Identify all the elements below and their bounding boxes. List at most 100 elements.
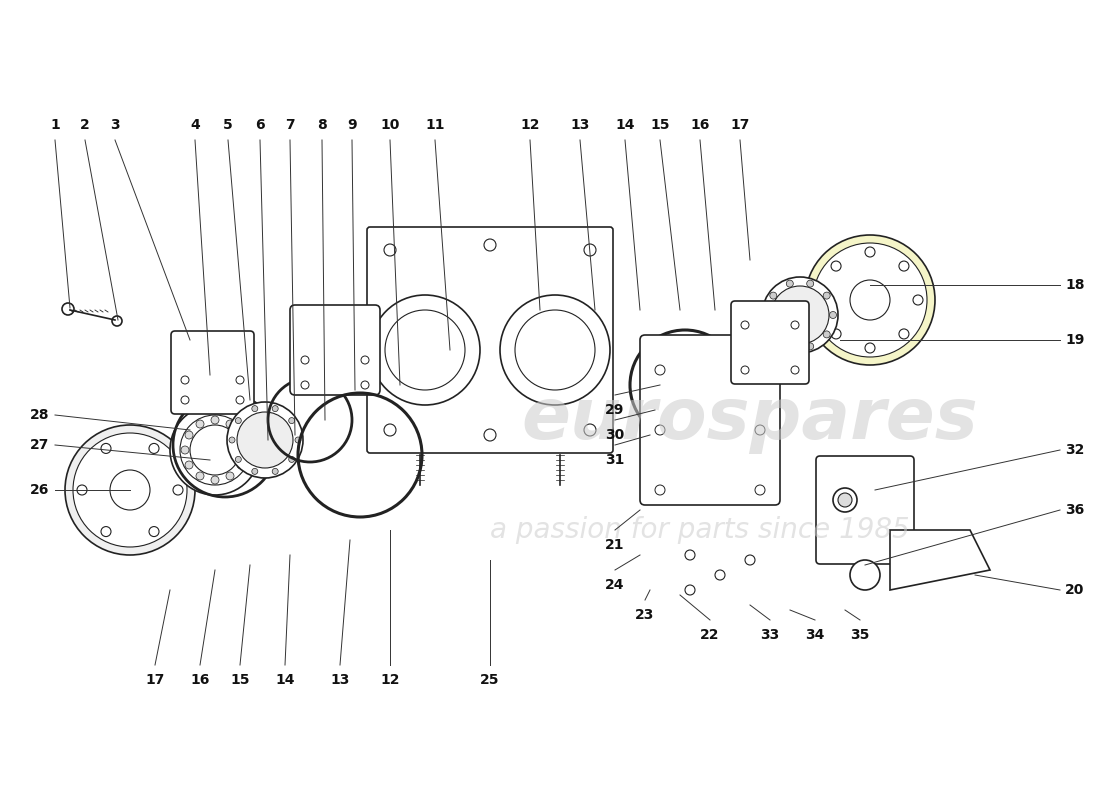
- Circle shape: [252, 468, 257, 474]
- Text: 27: 27: [31, 438, 50, 452]
- Text: 15: 15: [650, 118, 670, 132]
- Text: 3: 3: [110, 118, 120, 132]
- Text: 4: 4: [190, 118, 200, 132]
- Text: 17: 17: [145, 673, 165, 687]
- Circle shape: [786, 280, 793, 287]
- Circle shape: [584, 424, 596, 436]
- Circle shape: [500, 295, 610, 405]
- Circle shape: [182, 396, 189, 404]
- Circle shape: [770, 331, 777, 338]
- Circle shape: [741, 321, 749, 329]
- Circle shape: [361, 381, 368, 389]
- Circle shape: [654, 365, 666, 375]
- Circle shape: [850, 560, 880, 590]
- Circle shape: [77, 485, 87, 495]
- Text: eurospares: eurospares: [521, 386, 978, 454]
- Circle shape: [235, 418, 241, 424]
- Text: 6: 6: [255, 118, 265, 132]
- Circle shape: [741, 366, 749, 374]
- Text: 23: 23: [636, 608, 654, 622]
- Circle shape: [654, 425, 666, 435]
- Circle shape: [112, 316, 122, 326]
- Text: 21: 21: [605, 538, 625, 552]
- FancyBboxPatch shape: [732, 301, 808, 384]
- Circle shape: [301, 356, 309, 364]
- Circle shape: [185, 461, 192, 469]
- Circle shape: [288, 456, 295, 462]
- FancyBboxPatch shape: [816, 456, 914, 564]
- Text: a passion for parts since 1985: a passion for parts since 1985: [491, 516, 910, 544]
- Text: 2: 2: [80, 118, 90, 132]
- Circle shape: [823, 292, 830, 299]
- Text: 31: 31: [605, 453, 625, 467]
- FancyBboxPatch shape: [290, 305, 380, 395]
- Circle shape: [805, 235, 935, 365]
- Circle shape: [370, 295, 480, 405]
- Text: 35: 35: [850, 628, 870, 642]
- Circle shape: [110, 470, 150, 510]
- Circle shape: [226, 420, 234, 428]
- Circle shape: [272, 406, 278, 412]
- Circle shape: [101, 443, 111, 454]
- Circle shape: [101, 526, 111, 537]
- Circle shape: [73, 433, 187, 547]
- Circle shape: [763, 311, 770, 318]
- Polygon shape: [890, 530, 990, 590]
- Text: 15: 15: [230, 673, 250, 687]
- Circle shape: [865, 247, 874, 257]
- Circle shape: [685, 550, 695, 560]
- Circle shape: [229, 437, 235, 443]
- Circle shape: [236, 376, 244, 384]
- Circle shape: [823, 331, 830, 338]
- FancyBboxPatch shape: [640, 335, 780, 505]
- Circle shape: [173, 485, 183, 495]
- Text: 28: 28: [31, 408, 50, 422]
- Circle shape: [241, 446, 249, 454]
- Text: 29: 29: [605, 403, 625, 417]
- Circle shape: [227, 402, 302, 478]
- Text: 22: 22: [701, 628, 719, 642]
- Text: 33: 33: [760, 628, 780, 642]
- Circle shape: [817, 295, 827, 305]
- Circle shape: [384, 424, 396, 436]
- Circle shape: [806, 343, 814, 350]
- Circle shape: [865, 343, 874, 353]
- Text: 12: 12: [520, 118, 540, 132]
- Circle shape: [235, 456, 241, 462]
- Text: 13: 13: [330, 673, 350, 687]
- Circle shape: [850, 280, 890, 320]
- Text: 36: 36: [1066, 503, 1085, 517]
- Circle shape: [833, 488, 857, 512]
- Circle shape: [755, 485, 764, 495]
- Text: 5: 5: [223, 118, 233, 132]
- Text: 9: 9: [348, 118, 356, 132]
- Circle shape: [913, 295, 923, 305]
- Circle shape: [182, 376, 189, 384]
- FancyBboxPatch shape: [367, 227, 613, 453]
- Circle shape: [211, 476, 219, 484]
- Text: 1: 1: [51, 118, 59, 132]
- Text: 34: 34: [805, 628, 825, 642]
- Circle shape: [813, 243, 927, 357]
- Circle shape: [832, 329, 842, 339]
- Circle shape: [384, 244, 396, 256]
- Circle shape: [899, 261, 909, 271]
- Circle shape: [770, 292, 777, 299]
- Text: 16: 16: [691, 118, 710, 132]
- Circle shape: [288, 418, 295, 424]
- Circle shape: [745, 555, 755, 565]
- Circle shape: [148, 526, 159, 537]
- Circle shape: [791, 321, 799, 329]
- Circle shape: [771, 286, 829, 344]
- Circle shape: [65, 425, 195, 555]
- Circle shape: [301, 381, 309, 389]
- Circle shape: [236, 461, 245, 469]
- Circle shape: [715, 570, 725, 580]
- Circle shape: [832, 261, 842, 271]
- Text: 13: 13: [570, 118, 590, 132]
- Circle shape: [236, 396, 244, 404]
- Text: 12: 12: [381, 673, 399, 687]
- Circle shape: [190, 425, 240, 475]
- Text: 18: 18: [1065, 278, 1085, 292]
- Text: 7: 7: [285, 118, 295, 132]
